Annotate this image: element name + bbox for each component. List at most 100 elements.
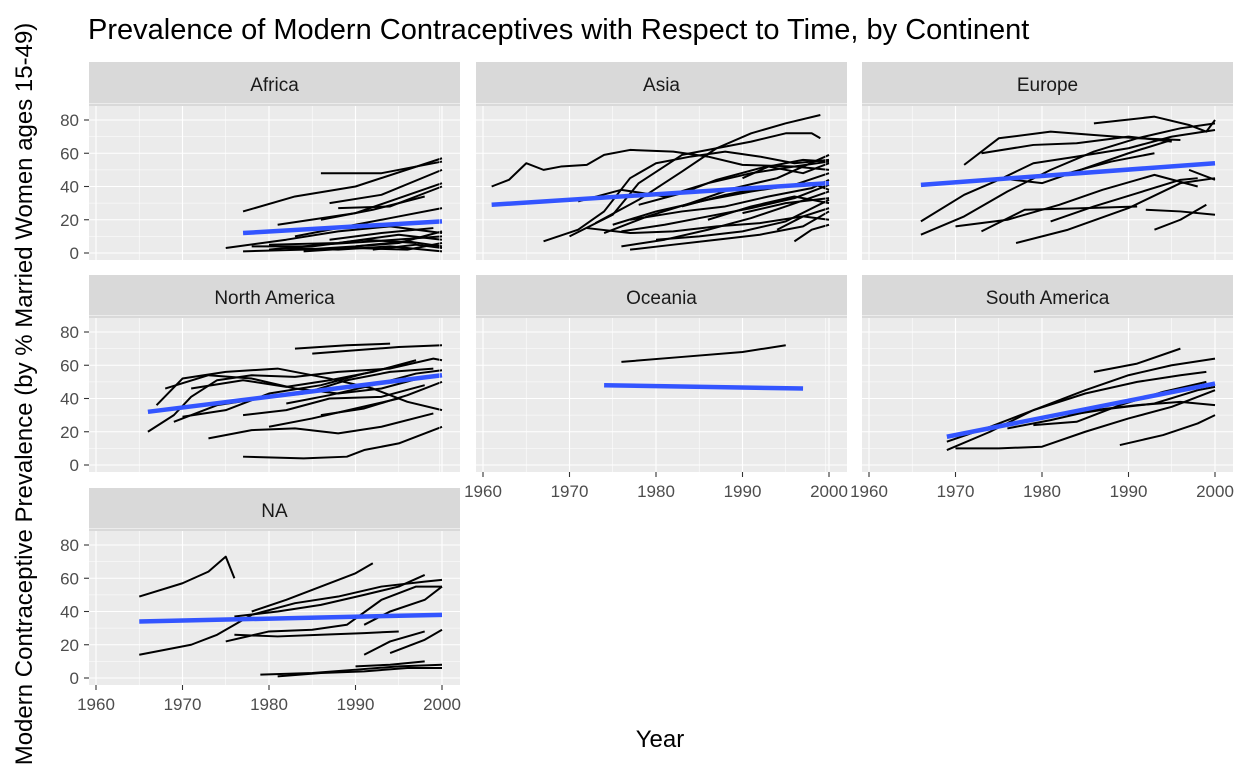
series-line [251,562,374,613]
x-tick-label: 1980 [250,695,288,714]
series-line [742,162,830,180]
x-tick-label: 2000 [810,482,848,501]
y-tick-label: 0 [70,456,79,475]
facet-africa: Africa 0 20 40 60 80 [52,62,460,263]
x-tick-label: 1990 [1110,482,1148,501]
strip-north-america [89,275,460,319]
series-line [629,178,830,221]
strip-south-america [862,275,1233,319]
series-line [981,205,1138,233]
series-line [776,207,830,231]
x-tick-label: 1980 [1023,482,1061,501]
y-tick-label: 40 [60,603,79,622]
strip-asia [476,62,847,106]
y-tick-label: 80 [60,323,79,342]
y-tick-label: 60 [60,569,79,588]
series-line [981,135,1172,155]
series-line [225,225,443,250]
series-line [629,210,830,251]
series-line [603,154,830,234]
series-group [225,157,443,253]
strip-europe [862,62,1233,106]
series-line [225,585,442,643]
x-tick-label: 1960 [850,482,888,501]
series-group [946,347,1216,451]
series-line [621,190,830,248]
strip-label: North America [214,288,335,309]
trend-line [139,612,443,624]
strip-na [89,488,460,532]
panel-background [89,106,460,260]
facet-south-america: South America 1960 1970 1980 1990 2000 [825,275,1234,501]
x-axis-title: Year [636,726,685,753]
y-tick-label: 20 [60,636,79,655]
trend-line [242,219,443,236]
series-line [1067,385,1216,417]
y-tick-label: 0 [70,669,79,688]
trend-line [147,372,443,415]
strip-label: Oceania [626,288,697,309]
strip-label: Africa [250,75,299,96]
series-line [251,238,417,248]
panel-background [862,318,1233,472]
series-line [1145,208,1216,216]
series-line [1067,152,1155,175]
series-line [329,168,443,205]
x-tick-label: 1970 [551,482,589,501]
series-line [260,663,443,676]
strip-label: NA [261,501,288,522]
series-line [389,628,443,654]
series-line [139,578,443,656]
series-line [338,185,443,210]
series-line [946,370,1207,451]
series-line [234,574,426,618]
series-line [1093,115,1216,133]
series-line [1188,168,1216,181]
facet-europe: Europe [825,62,1233,260]
series-line [1015,177,1216,244]
facet-asia: Asia [439,62,847,260]
series-group [604,344,804,391]
y-tick-label: 80 [60,536,79,555]
y-tick-label: 60 [60,356,79,375]
y-tick-label: 0 [70,244,79,263]
series-line [138,555,236,598]
series-line [577,165,830,203]
series-line [320,380,443,417]
series-line [234,630,399,638]
facet-oceania: Oceania 1960 1970 1980 1990 2000 [439,275,848,501]
series-line [355,230,443,248]
series-line [312,344,443,355]
series-line [190,359,417,390]
strip-label: Asia [643,75,680,96]
y-tick-label: 80 [60,111,79,130]
series-line [243,425,443,460]
x-tick-label: 2000 [423,695,461,714]
y-tick-label: 40 [60,390,79,409]
series-line [242,157,443,213]
trend-line [604,382,804,391]
series-group [491,114,830,251]
panel-background [476,318,847,472]
series-line [955,389,1216,450]
series-line [208,412,434,440]
series-line [372,243,443,251]
series-line [621,344,786,363]
facet-na: NA 0 20 40 60 80 1960 1970 1980 1990 2000 [52,488,461,714]
trend-line [946,381,1216,439]
y-tick-label: 40 [60,178,79,197]
series-line [793,223,830,243]
series-line [1093,347,1181,373]
series-group [920,115,1216,244]
series-group [138,555,443,678]
series-line [1050,177,1198,223]
x-tick-label: 1990 [724,482,762,501]
series-line [1119,414,1216,447]
trend-line [491,180,830,208]
series-group [147,342,443,460]
strip-label: South America [986,288,1110,309]
series-line [955,173,1198,228]
series-line [742,197,830,215]
series-line [329,227,434,241]
